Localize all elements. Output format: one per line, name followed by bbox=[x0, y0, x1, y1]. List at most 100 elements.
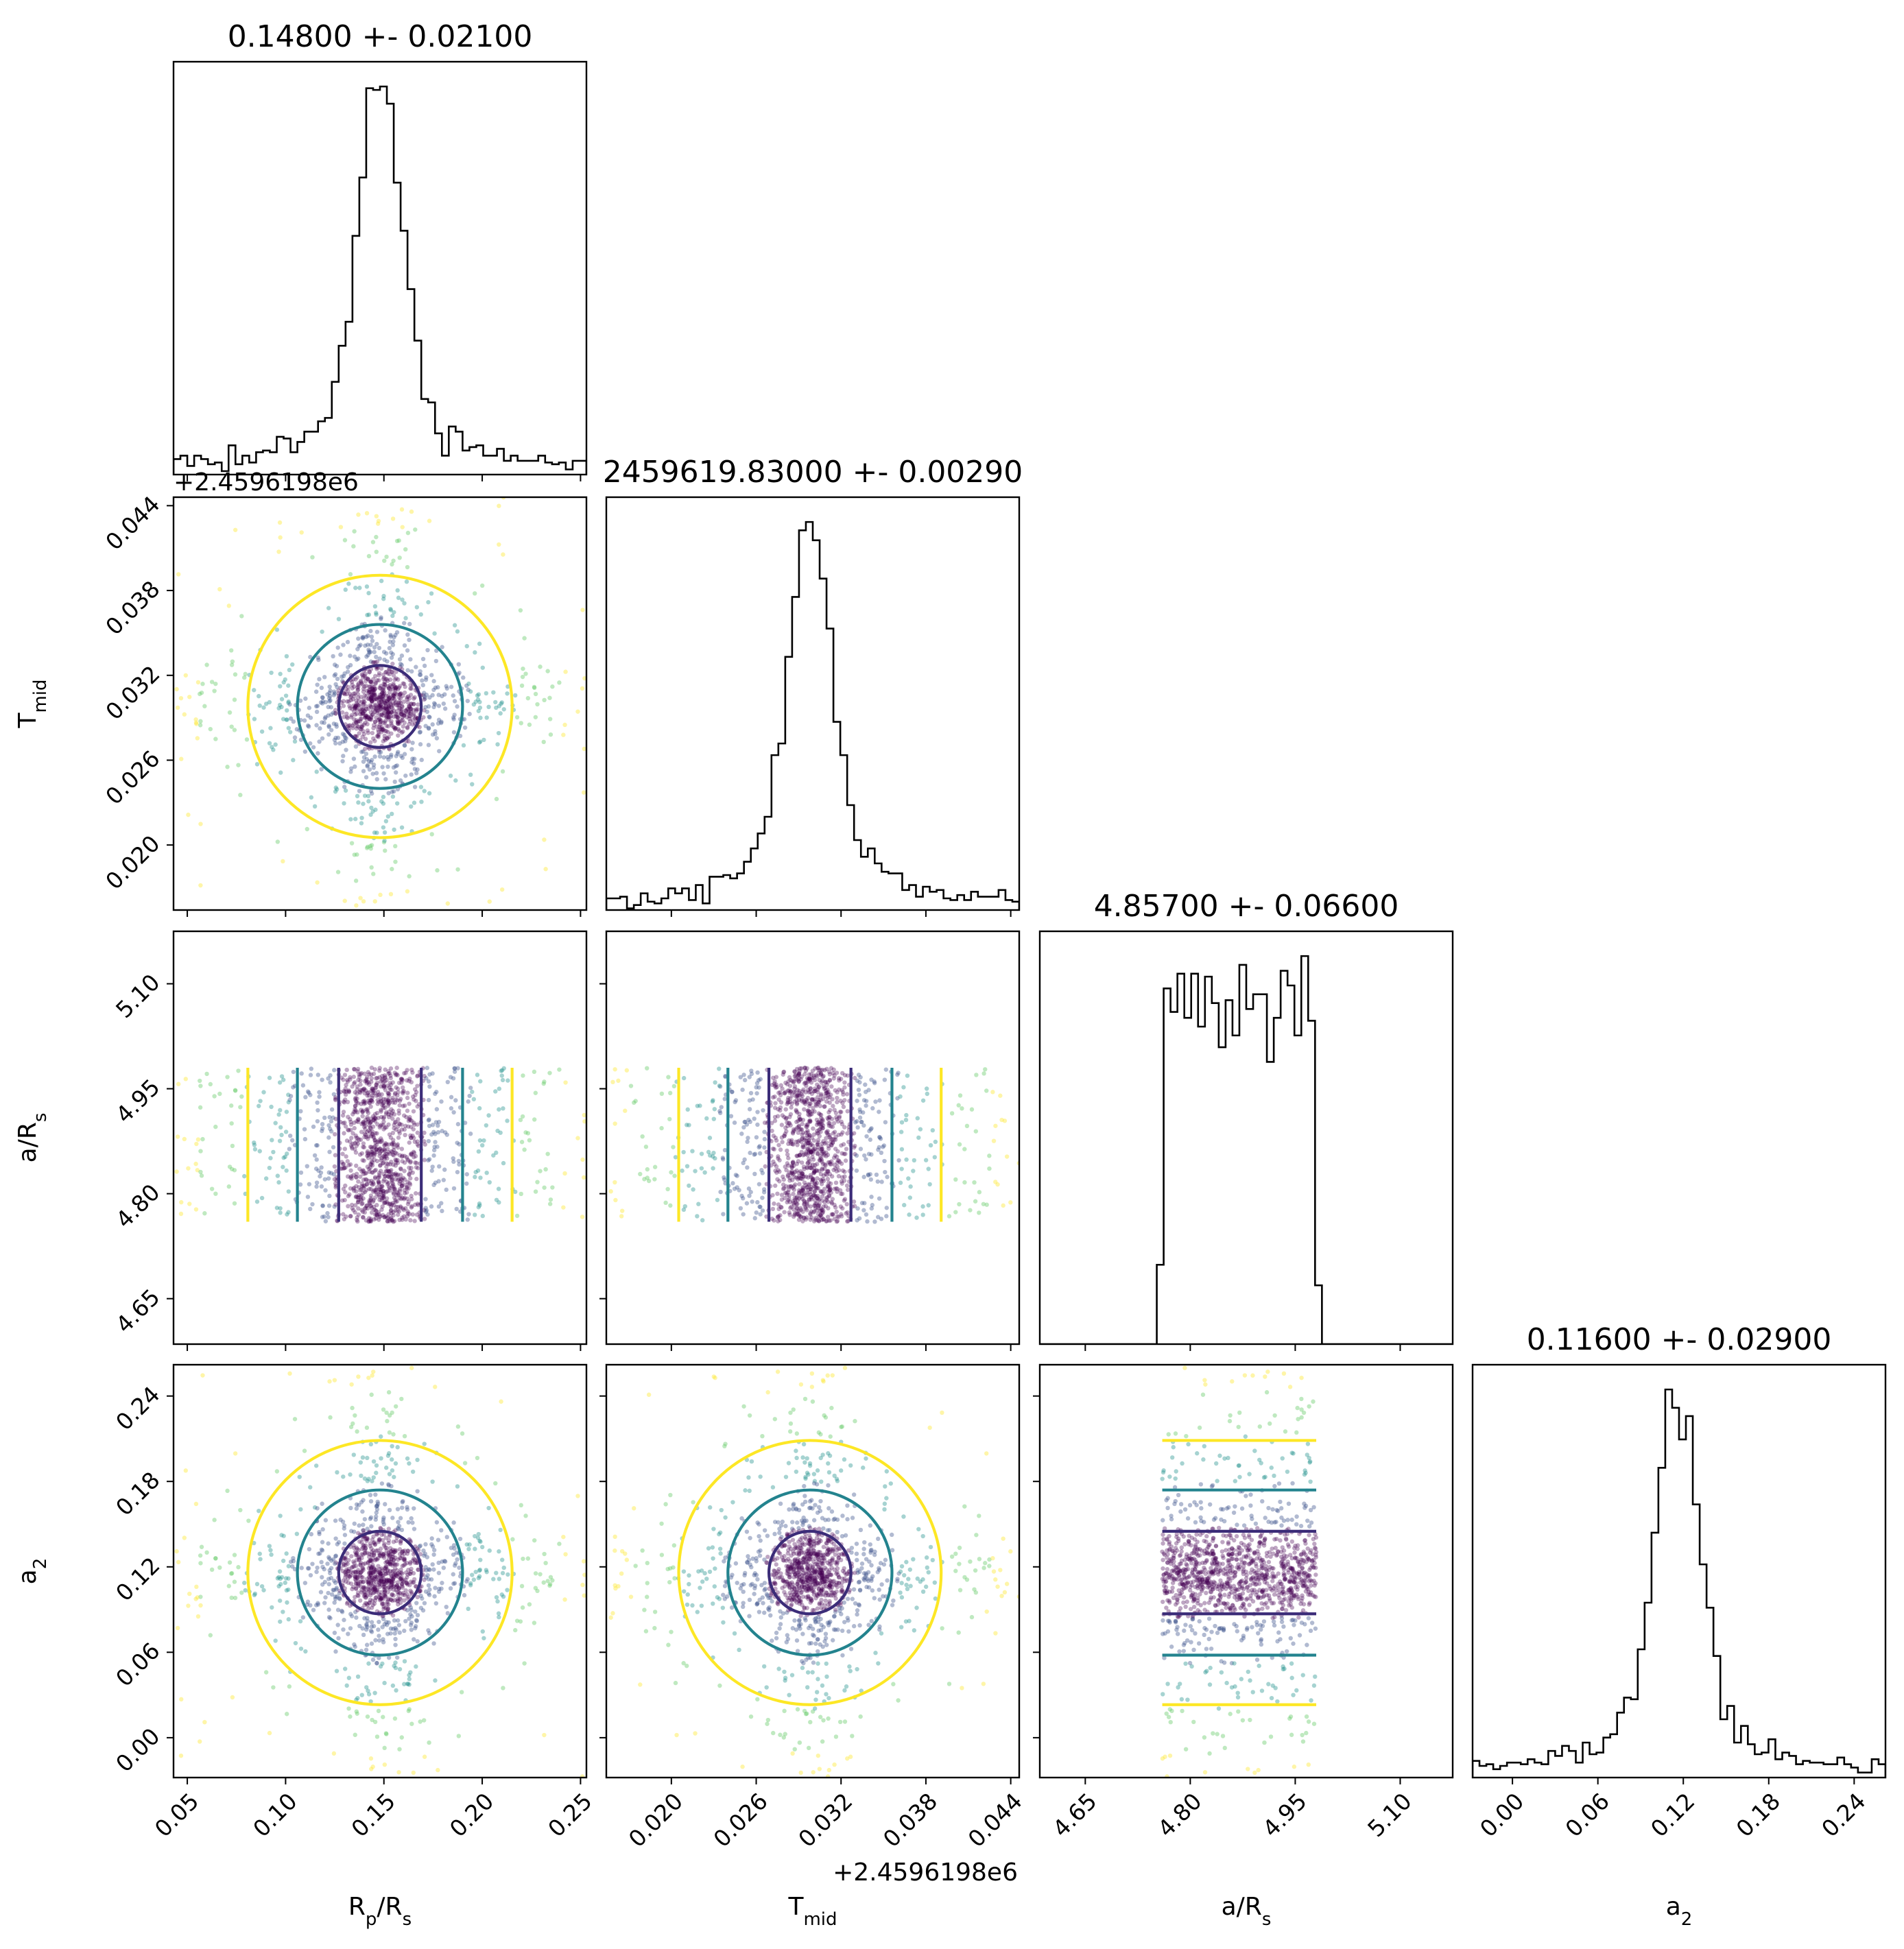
scatter-point bbox=[326, 1123, 331, 1128]
scatter-point bbox=[387, 747, 392, 752]
scatter-point bbox=[425, 1573, 430, 1578]
scatter-point bbox=[374, 654, 379, 660]
scatter-point bbox=[772, 1201, 776, 1206]
scatter-point bbox=[415, 1201, 420, 1206]
scatter-point bbox=[806, 1138, 811, 1143]
scatter-point bbox=[370, 1479, 374, 1483]
scatter-point bbox=[525, 1131, 531, 1136]
scatter-point bbox=[802, 1202, 807, 1207]
scatter-point bbox=[737, 1188, 741, 1193]
scatter-point bbox=[322, 716, 328, 721]
scatter-point bbox=[383, 715, 389, 719]
contour-line bbox=[246, 573, 514, 839]
scatter-point bbox=[368, 1193, 374, 1198]
scatter-point bbox=[354, 706, 359, 710]
scatter-point bbox=[422, 1073, 427, 1079]
scatter-point bbox=[619, 1208, 625, 1213]
scatter-point bbox=[752, 1216, 757, 1221]
scatter-point bbox=[400, 1217, 405, 1222]
scatter-point bbox=[812, 1088, 817, 1094]
scatter-point bbox=[813, 1168, 819, 1173]
scatter-point bbox=[371, 872, 376, 876]
scatter-point bbox=[377, 696, 382, 702]
scatter-point bbox=[730, 1089, 735, 1095]
scatter-point bbox=[854, 1153, 859, 1158]
scatter-point bbox=[877, 1110, 881, 1114]
scatter-point bbox=[366, 759, 372, 764]
scatter-point bbox=[368, 1219, 374, 1224]
scatter-point bbox=[840, 1151, 844, 1156]
scatter-point bbox=[390, 1142, 394, 1147]
scatter-point bbox=[390, 651, 395, 657]
scatter-point bbox=[331, 1115, 335, 1120]
scatter-point bbox=[393, 1625, 398, 1631]
scatter-point bbox=[252, 1592, 257, 1598]
scatter-point bbox=[369, 717, 374, 722]
scatter-point bbox=[747, 1193, 752, 1198]
scatter-point bbox=[811, 1210, 816, 1215]
scatter-point bbox=[335, 645, 340, 650]
scatter-point bbox=[368, 1165, 372, 1171]
scatter-point bbox=[229, 662, 235, 667]
scatter-point bbox=[422, 697, 427, 702]
scatter-point bbox=[391, 639, 396, 644]
scatter-point bbox=[387, 700, 392, 705]
scatter-point bbox=[365, 1527, 370, 1531]
scatter-point bbox=[369, 698, 374, 703]
scatter-point bbox=[381, 1532, 386, 1537]
scatter-point bbox=[316, 1602, 320, 1607]
scatter-point bbox=[368, 667, 374, 671]
scatter-point bbox=[412, 800, 417, 805]
scatter-point bbox=[385, 1599, 390, 1604]
scatter-point bbox=[379, 1434, 383, 1439]
scatter-point bbox=[315, 1100, 320, 1105]
scatter-point bbox=[407, 1561, 413, 1566]
scatter-point bbox=[353, 706, 357, 710]
scatter-point bbox=[356, 1568, 361, 1573]
scatter-point bbox=[404, 579, 409, 584]
scatter-point bbox=[541, 1580, 546, 1585]
scatter-point bbox=[787, 1084, 793, 1088]
scatter-point bbox=[370, 1199, 376, 1204]
scatter-point bbox=[385, 677, 390, 682]
scatter-point bbox=[328, 698, 333, 703]
scatter-point bbox=[371, 726, 376, 730]
scatter-point bbox=[413, 1584, 418, 1589]
scatter-point bbox=[361, 1498, 366, 1503]
scatter-point bbox=[359, 1101, 364, 1106]
scatter-point bbox=[392, 1123, 396, 1127]
scatter-point bbox=[466, 1212, 471, 1217]
scatter-point bbox=[397, 1103, 402, 1108]
scatter-point bbox=[369, 1559, 374, 1564]
scatter-point bbox=[374, 1149, 379, 1155]
scatter-point bbox=[789, 1165, 794, 1170]
scatter-point bbox=[363, 1088, 368, 1093]
scatter-point bbox=[333, 1580, 338, 1586]
scatter-point bbox=[393, 844, 398, 849]
scatter-point bbox=[381, 689, 386, 693]
scatter-point bbox=[394, 712, 399, 717]
scatter-point bbox=[342, 1097, 348, 1102]
scatter-point bbox=[376, 734, 381, 739]
scatter-point bbox=[842, 1073, 848, 1078]
scatter-point bbox=[381, 1579, 386, 1584]
scatter-point bbox=[793, 1197, 798, 1203]
scatter-point bbox=[826, 1180, 831, 1185]
scatter-point bbox=[377, 1215, 382, 1219]
scatter-point bbox=[394, 1538, 399, 1544]
scatter-point bbox=[257, 1551, 262, 1556]
scatter-point bbox=[385, 1590, 390, 1594]
scatter-point bbox=[392, 1142, 396, 1147]
scatter-point bbox=[320, 1501, 324, 1506]
scatter-point bbox=[451, 1552, 456, 1557]
scatter-point bbox=[814, 1117, 820, 1123]
scatter-point bbox=[388, 1082, 394, 1088]
scatter-point bbox=[365, 1618, 370, 1624]
scatter-point bbox=[374, 1147, 379, 1151]
scatter-point bbox=[758, 1077, 763, 1081]
scatter-point bbox=[807, 1076, 812, 1081]
scatter-point bbox=[771, 1075, 776, 1080]
scatter-point bbox=[385, 1601, 390, 1607]
scatter-point bbox=[416, 1166, 420, 1171]
